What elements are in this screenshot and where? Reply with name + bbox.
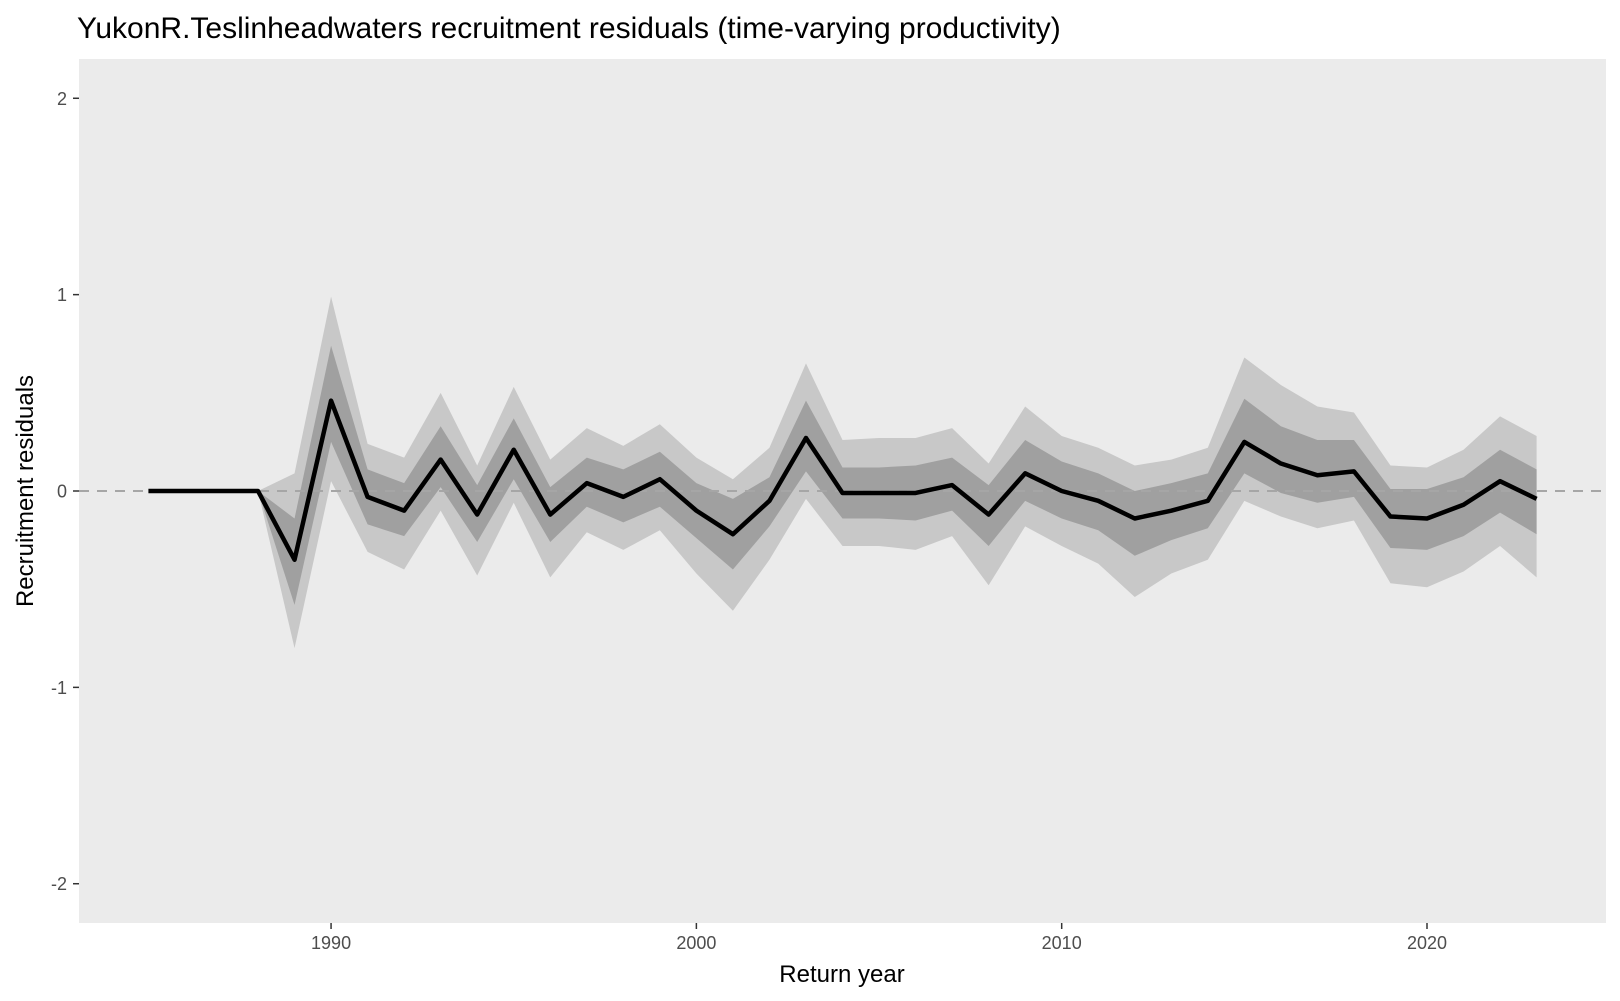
x-tick-label: 2000 (676, 933, 716, 953)
y-tick-label: 0 (57, 482, 67, 502)
y-tick-label: 2 (57, 89, 67, 109)
inner-interval-band (148, 345, 1537, 605)
x-tick-label: 2010 (1042, 933, 1082, 953)
x-axis-title: Return year (779, 961, 904, 988)
y-axis-title: Recruitment residuals (12, 375, 39, 607)
x-tick-label: 1990 (311, 933, 351, 953)
inner-band (148, 345, 1537, 605)
x-axis: 1990 2000 2010 2020 (311, 923, 1447, 953)
x-tick-label: 2020 (1407, 933, 1447, 953)
y-tick-label: 1 (57, 285, 67, 305)
y-axis: -2 -1 0 1 2 (51, 89, 79, 894)
median-line-group (148, 398, 1538, 562)
median-line (148, 398, 1538, 562)
chart-title: YukonR.Teslinheadwaters recruitment resi… (77, 12, 1061, 45)
y-tick-label: -2 (51, 874, 67, 894)
y-tick-label: -1 (51, 678, 67, 698)
